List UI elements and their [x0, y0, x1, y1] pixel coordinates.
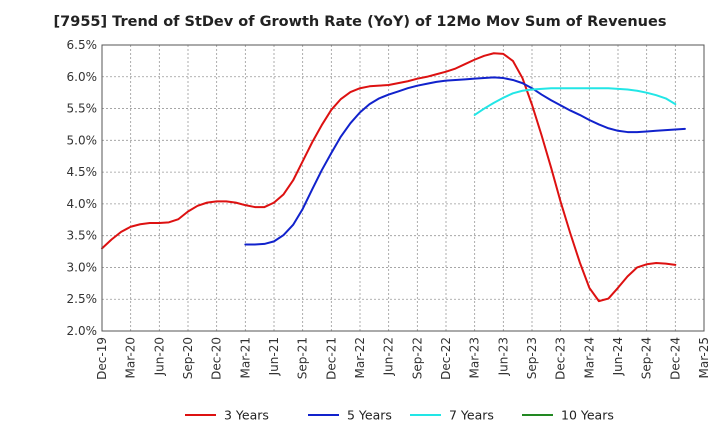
- x-tick-label: Mar-20: [124, 337, 138, 378]
- x-tick-labels: Dec-19 Mar-20 Jun-20 Sep-20 Dec-20 Mar-21 Jun-…: [95, 337, 711, 380]
- chart-title: [7955] Trend of StDev of Growth Rate (Yo…: [53, 14, 667, 30]
- y-tick-labels: 2.0% 2.5% 3.0% 3.5% 4.0% 4.5% 5.0% 5.5% 6.0% 6.5%: [67, 38, 98, 338]
- x-tick-label: Dec-21: [324, 337, 338, 380]
- x-tick-label: Dec-24: [668, 337, 682, 380]
- x-tick-label: Mar-23: [468, 337, 482, 378]
- series-line-5-years: [244, 76, 686, 246]
- x-tick-label: Mar-24: [582, 337, 596, 378]
- x-tick-label: Dec-20: [210, 337, 224, 380]
- series-line-3-years: [101, 52, 677, 303]
- x-tick-label: Sep-21: [296, 337, 310, 379]
- x-tick-label: Dec-22: [439, 337, 453, 380]
- x-tick-label: Jun-24: [611, 337, 625, 376]
- legend-label-10-years: 10 Years: [561, 408, 614, 423]
- legend: 3 Years 5 Years 7 Years 10 Years: [185, 408, 614, 423]
- x-tick-label: Mar-21: [238, 337, 252, 378]
- series-layer: [101, 52, 686, 303]
- y-tick-label: 5.0%: [67, 133, 98, 147]
- plot-frame: [101, 44, 705, 332]
- x-tick-label: Mar-22: [353, 337, 367, 378]
- series-line-7-years: [473, 87, 677, 116]
- legend-label-3-years: 3 Years: [224, 408, 269, 423]
- x-tick-label: Mar-25: [697, 337, 711, 378]
- x-tick-label: Sep-23: [525, 337, 539, 379]
- y-tick-label: 2.0%: [67, 324, 98, 338]
- y-tick-label: 4.5%: [67, 165, 98, 179]
- y-tick-label: 4.0%: [67, 197, 98, 211]
- x-tick-label: Dec-19: [95, 337, 109, 380]
- x-tick-label: Sep-20: [181, 337, 195, 379]
- x-tick-label: Jun-23: [496, 337, 510, 376]
- x-tick-label: Jun-22: [382, 337, 396, 376]
- x-tick-label: Dec-23: [554, 337, 568, 380]
- legend-label-5-years: 5 Years: [347, 408, 392, 423]
- x-tick-label: Jun-21: [267, 337, 281, 376]
- x-tick-label: Jun-20: [152, 337, 166, 376]
- y-tick-label: 3.0%: [67, 260, 98, 274]
- legend-label-7-years: 7 Years: [449, 408, 494, 423]
- x-tick-label: Sep-22: [410, 337, 424, 379]
- y-tick-label: 6.5%: [67, 38, 98, 52]
- y-tick-label: 6.0%: [67, 70, 98, 84]
- x-tick-label: Sep-24: [640, 337, 654, 379]
- y-tick-label: 2.5%: [67, 292, 98, 306]
- y-tick-label: 5.5%: [67, 102, 98, 116]
- y-tick-label: 3.5%: [67, 229, 98, 243]
